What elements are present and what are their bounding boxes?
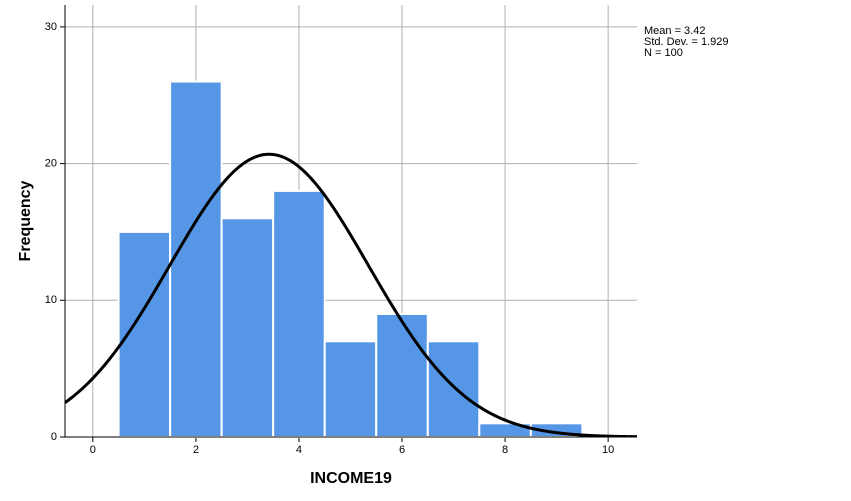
x-tick-label: 2	[193, 444, 199, 456]
y-tick-label: 10	[45, 294, 57, 306]
x-tick-label: 8	[502, 444, 508, 456]
x-tick-label: 10	[602, 444, 614, 456]
bar	[220, 217, 275, 438]
bar	[169, 80, 223, 438]
bar	[272, 189, 326, 438]
bar	[323, 340, 378, 439]
normal-curve	[65, 152, 637, 437]
x-tick-label: 6	[399, 444, 405, 456]
bar	[375, 312, 429, 439]
y-tick-label: 0	[51, 431, 57, 443]
stats-label: Std. Dev. = 1.929	[644, 36, 729, 48]
x-tick-label: 4	[296, 444, 302, 456]
y-axis-label: Frequency	[17, 180, 34, 261]
x-axis-label: INCOME19	[310, 470, 392, 487]
bar	[426, 340, 481, 439]
x-tick-label: 0	[90, 444, 96, 456]
y-tick-label: 20	[45, 157, 57, 169]
y-tick-label: 30	[45, 21, 57, 33]
stats-label: Mean = 3.42	[644, 25, 705, 37]
stats-label: N = 100	[644, 47, 683, 59]
